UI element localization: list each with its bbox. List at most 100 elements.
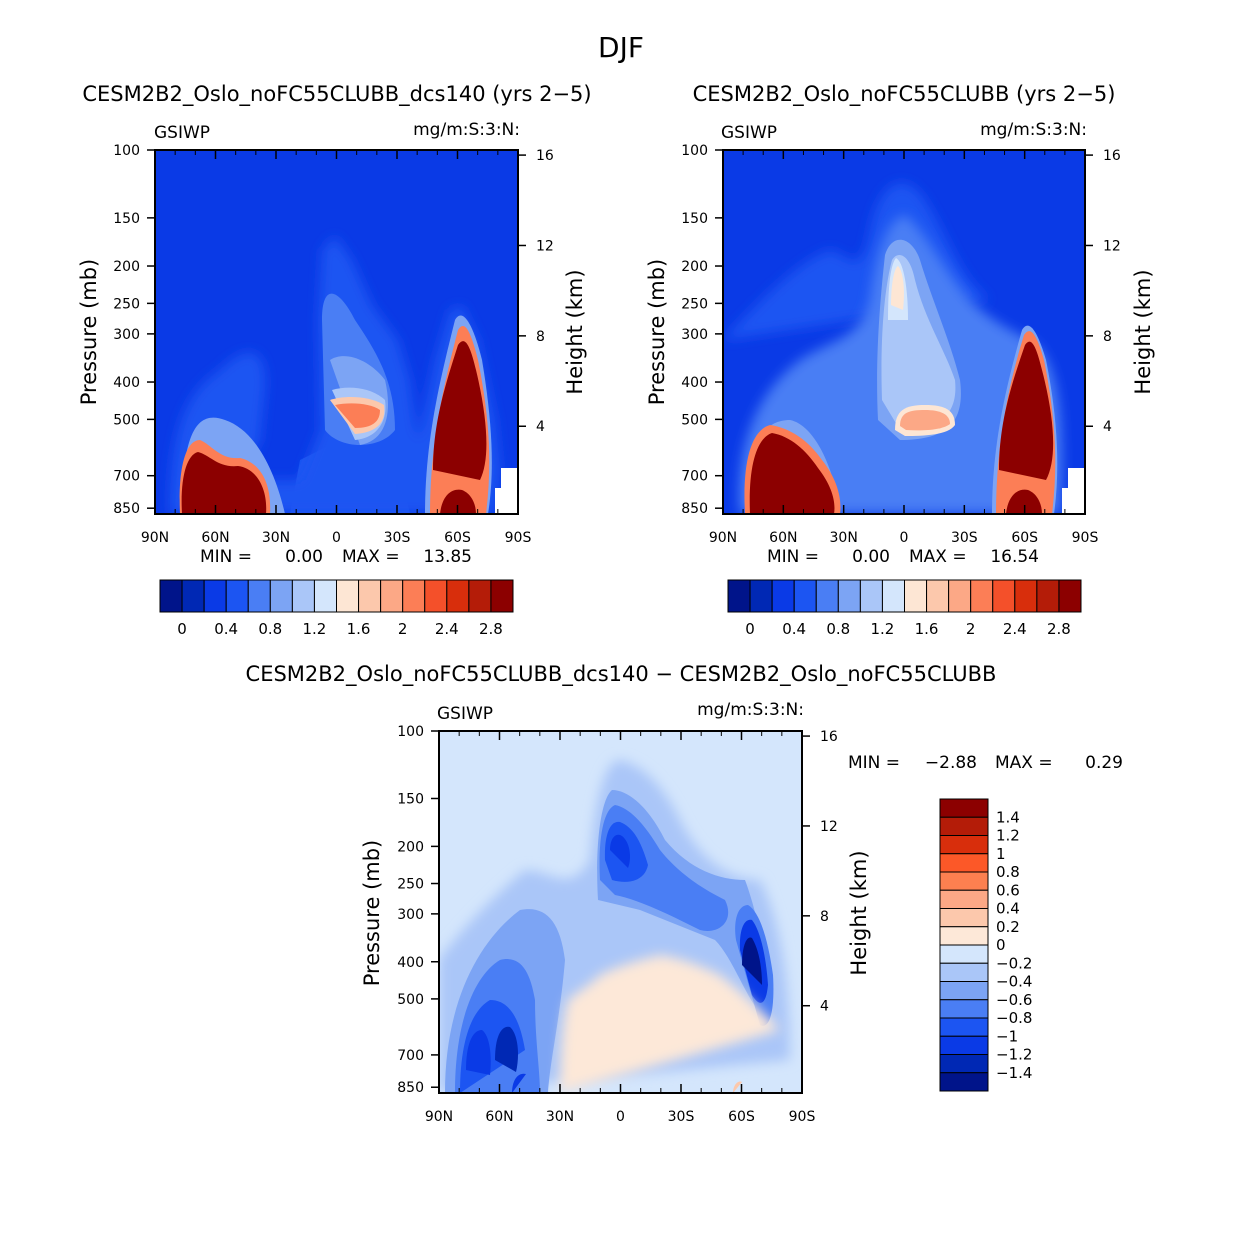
- y-tick-label: 400: [113, 375, 140, 391]
- max-label: MAX =: [995, 753, 1053, 773]
- y-tick-label: 850: [681, 501, 708, 517]
- colorbar-swatch: [970, 579, 994, 613]
- y-tick-label: 500: [397, 992, 424, 1008]
- colorbar-swatch: [181, 579, 205, 613]
- colorbar-swatch: [939, 999, 989, 1019]
- colorbar-swatch: [939, 981, 989, 1001]
- x-tick-label: 30S: [951, 530, 978, 546]
- y-tick-label: 200: [113, 259, 140, 275]
- colorbar-label: 0.4: [996, 900, 1020, 918]
- colorbar-swatch: [446, 579, 470, 613]
- colorbar-swatch: [859, 579, 883, 613]
- max-value: 16.54: [990, 547, 1039, 567]
- max-label: MAX =: [342, 547, 400, 567]
- y-right-tick-label: 12: [536, 238, 554, 254]
- panel-title: CESM2B2_Oslo_noFC55CLUBB_dcs140 − CESM2B…: [246, 662, 997, 687]
- x-tick-label: 30N: [546, 1109, 574, 1125]
- colorbar-swatch: [269, 579, 293, 613]
- y-tick-label: 150: [113, 211, 140, 227]
- colorbar-label: 2.8: [479, 620, 503, 638]
- colorbar-label: 0.4: [214, 620, 238, 638]
- x-tick-label: 60S: [1011, 530, 1038, 546]
- colorbar-label: 0.2: [996, 918, 1020, 936]
- min-value: 0.00: [852, 547, 890, 567]
- y-tick-label: 300: [681, 327, 708, 343]
- x-tick-label: 90N: [141, 530, 169, 546]
- colorbar-swatch: [424, 579, 448, 613]
- colorbar-swatch: [815, 579, 839, 613]
- colorbar-swatch: [1036, 579, 1060, 613]
- colorbar-label: −0.8: [996, 1009, 1032, 1027]
- colorbar-swatch: [793, 579, 817, 613]
- colorbar-swatch: [358, 579, 382, 613]
- y-right-tick-label: 12: [1103, 238, 1121, 254]
- colorbar-label: −1: [996, 1027, 1018, 1045]
- x-tick-label: 60N: [201, 530, 229, 546]
- colorbar-swatch: [939, 816, 989, 836]
- y-tick-label: 250: [681, 296, 708, 312]
- colorbar-label: 2.4: [435, 620, 459, 638]
- colorbar-swatch: [939, 1017, 989, 1037]
- x-tick-label: 60S: [728, 1109, 755, 1125]
- colorbar-swatch: [939, 1072, 989, 1092]
- colorbar-swatch: [939, 853, 989, 873]
- colorbar-label: −0.6: [996, 991, 1032, 1009]
- y-axis-label: Pressure (mb): [77, 259, 101, 406]
- y-tick-label: 150: [681, 211, 708, 227]
- colorbar-swatch: [939, 908, 989, 928]
- colorbar-swatch: [926, 579, 950, 613]
- y-tick-label: 150: [397, 791, 424, 807]
- colorbar-swatch: [939, 889, 989, 909]
- colorbar-label: 0.6: [996, 881, 1020, 899]
- variable-label: GSIWP: [437, 704, 493, 724]
- colorbar-label: 2.8: [1047, 620, 1071, 638]
- units-label: mg/m:S:3:N:: [697, 700, 804, 720]
- min-label: MIN =: [200, 547, 252, 567]
- colorbar-label: 0: [996, 936, 1006, 954]
- y-axis-label: Pressure (mb): [360, 840, 384, 987]
- x-tick-label: 90S: [789, 1109, 816, 1125]
- colorbar-label: −1.4: [996, 1064, 1032, 1082]
- y-tick-label: 850: [113, 501, 140, 517]
- colorbar-swatch: [881, 579, 905, 613]
- y-tick-label: 500: [681, 412, 708, 428]
- colorbar-swatch: [939, 1035, 989, 1055]
- colorbar-swatch: [904, 579, 928, 613]
- x-tick-label: 90S: [1072, 530, 1099, 546]
- colorbar-swatch: [1014, 579, 1038, 613]
- colorbar: 0 0.4 0.8 1.2 1.6 2 2.4 2.8: [727, 579, 1082, 638]
- x-tick-label: 30S: [668, 1109, 695, 1125]
- colorbar-label: −0.4: [996, 973, 1032, 991]
- y-tick-label: 200: [681, 259, 708, 275]
- colorbar-label: −0.2: [996, 954, 1032, 972]
- y-tick-label: 250: [113, 296, 140, 312]
- contour-field: [439, 731, 802, 1093]
- x-tick-label: 0: [616, 1109, 625, 1125]
- y-right-tick-label: 16: [1103, 148, 1121, 164]
- colorbar-swatch: [380, 579, 404, 613]
- y-tick-label: 850: [397, 1080, 424, 1096]
- colorbar-swatch: [939, 926, 989, 946]
- panel-title: CESM2B2_Oslo_noFC55CLUBB_dcs140 (yrs 2−5…: [82, 82, 591, 107]
- colorbar-label: 1.6: [915, 620, 939, 638]
- colorbar-swatch: [203, 579, 227, 613]
- y-tick-label: 700: [397, 1048, 424, 1064]
- y-right-tick-label: 12: [820, 819, 838, 835]
- max-label: MAX =: [909, 547, 967, 567]
- y-axis-right-label: Height (km): [1131, 269, 1155, 394]
- colorbar-swatch: [948, 579, 972, 613]
- colorbar-swatch: [939, 1054, 989, 1074]
- colorbar-label: 2: [966, 620, 976, 638]
- y-tick-label: 700: [113, 469, 140, 485]
- colorbar-swatch: [1058, 579, 1082, 613]
- colorbar-label: 1: [996, 845, 1006, 863]
- colorbar-swatch: [771, 579, 795, 613]
- colorbar-swatch: [159, 579, 183, 613]
- units-label: mg/m:S:3:N:: [980, 120, 1087, 140]
- colorbar-swatch: [727, 579, 751, 613]
- y-tick-label: 200: [397, 839, 424, 855]
- x-tick-label: 0: [900, 530, 909, 546]
- colorbar-label: 2: [398, 620, 408, 638]
- panel-control: CESM2B2_Oslo_noFC55CLUBB (yrs 2−5) GSIWP…: [645, 82, 1155, 638]
